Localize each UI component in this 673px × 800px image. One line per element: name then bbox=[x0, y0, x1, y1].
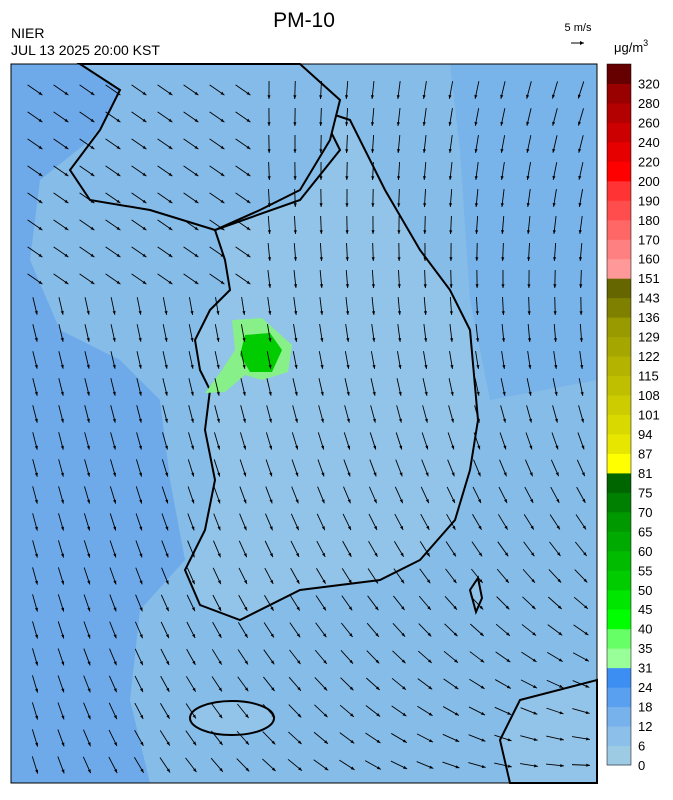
legend-tick-label: 35 bbox=[638, 641, 652, 656]
legend-segment bbox=[607, 356, 631, 376]
legend-tick-label: 50 bbox=[638, 583, 652, 598]
unit-label: μg/m3 bbox=[614, 38, 648, 55]
legend-segment bbox=[607, 220, 631, 240]
legend-tick-label: 240 bbox=[638, 135, 660, 150]
legend-segment bbox=[607, 64, 631, 84]
legend-tick-label: 0 bbox=[638, 758, 645, 773]
legend-segment bbox=[607, 648, 631, 668]
legend-tick-label: 12 bbox=[638, 719, 652, 734]
legend-segment bbox=[607, 395, 631, 415]
legend-segment bbox=[607, 531, 631, 551]
legend-segment bbox=[607, 415, 631, 435]
map bbox=[11, 64, 597, 783]
legend-tick-label: 65 bbox=[638, 524, 652, 539]
legend-segment bbox=[607, 317, 631, 337]
legend-segment bbox=[607, 512, 631, 532]
legend-segment bbox=[607, 570, 631, 590]
legend-segment bbox=[607, 473, 631, 493]
legend-tick-label: 70 bbox=[638, 505, 652, 520]
legend-segment bbox=[607, 200, 631, 220]
title: PM-10 bbox=[273, 9, 335, 32]
legend-tick-label: 170 bbox=[638, 232, 660, 247]
legend-tick-label: 180 bbox=[638, 213, 660, 228]
legend-tick-label: 60 bbox=[638, 544, 652, 559]
jeju-island bbox=[190, 701, 274, 735]
legend-tick-label: 31 bbox=[638, 661, 652, 676]
legend-segment bbox=[607, 278, 631, 298]
unit: μg/m bbox=[614, 40, 643, 55]
legend-tick-label: 115 bbox=[638, 369, 659, 384]
legend-tick-label: 280 bbox=[638, 96, 660, 111]
legend-tick-label: 101 bbox=[638, 408, 660, 423]
legend-segment bbox=[607, 298, 631, 318]
legend-segment bbox=[607, 707, 631, 727]
legend-segment bbox=[607, 492, 631, 512]
legend-segment bbox=[607, 551, 631, 571]
wind-scale-arrowhead bbox=[580, 41, 584, 45]
legend-tick-label: 87 bbox=[638, 446, 652, 461]
legend-tick-label: 40 bbox=[638, 622, 652, 637]
legend-tick-label: 81 bbox=[638, 466, 652, 481]
legend-segment bbox=[607, 259, 631, 279]
legend-tick-label: 129 bbox=[638, 330, 660, 345]
legend-segment bbox=[607, 609, 631, 629]
legend-tick-label: 108 bbox=[638, 388, 660, 403]
datetime: JUL 13 2025 20:00 KST bbox=[11, 42, 160, 58]
legend-segment bbox=[607, 746, 631, 766]
legend-segment bbox=[607, 590, 631, 610]
color-legend: 0 6 12 18 24 31 35 40 45 50 55 60 65 70 75 81 87 94 101 108… bbox=[607, 64, 660, 773]
legend-tick-label: 75 bbox=[638, 485, 652, 500]
legend-segment bbox=[607, 668, 631, 688]
legend-tick-label: 151 bbox=[638, 271, 660, 286]
legend-segment bbox=[607, 726, 631, 746]
legend-tick-label: 160 bbox=[638, 252, 660, 267]
legend-tick-label: 320 bbox=[638, 76, 660, 91]
legend-segment bbox=[607, 687, 631, 707]
legend-tick-label: 94 bbox=[638, 427, 652, 442]
legend-segment bbox=[607, 122, 631, 142]
legend-tick-label: 55 bbox=[638, 563, 652, 578]
legend-tick-label: 6 bbox=[638, 739, 645, 754]
legend-tick-label: 45 bbox=[638, 602, 652, 617]
legend-tick-label: 220 bbox=[638, 154, 660, 169]
legend-tick-label: 18 bbox=[638, 700, 652, 715]
unit-power: 3 bbox=[643, 38, 648, 48]
legend-tick-label: 136 bbox=[638, 310, 660, 325]
legend-tick-label: 200 bbox=[638, 174, 660, 189]
legend-segment bbox=[607, 83, 631, 103]
legend-segment bbox=[607, 434, 631, 454]
legend-segment bbox=[607, 453, 631, 473]
legend-segment bbox=[607, 629, 631, 649]
agency: NIER bbox=[11, 25, 44, 41]
legend-segment bbox=[607, 142, 631, 162]
legend-tick-label: 24 bbox=[638, 680, 652, 695]
legend-tick-label: 190 bbox=[638, 193, 660, 208]
wind-scale-label: 5 m/s bbox=[565, 22, 592, 34]
legend-tick-label: 122 bbox=[638, 349, 660, 364]
legend-tick-label: 143 bbox=[638, 291, 660, 306]
legend-segment bbox=[607, 161, 631, 181]
legend-segment bbox=[607, 376, 631, 396]
legend-segment bbox=[607, 337, 631, 357]
legend-tick-label: 260 bbox=[638, 115, 660, 130]
legend-segment bbox=[607, 103, 631, 123]
legend-segment bbox=[607, 181, 631, 201]
legend-segment bbox=[607, 239, 631, 259]
